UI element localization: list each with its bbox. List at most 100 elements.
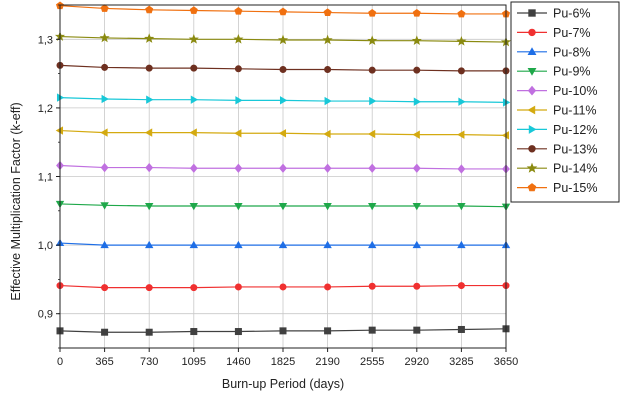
data-point bbox=[100, 202, 109, 210]
series-pu-7- bbox=[56, 282, 510, 292]
legend-label: Pu-15% bbox=[553, 181, 597, 195]
grid bbox=[59, 5, 507, 348]
data-point bbox=[457, 282, 465, 290]
data-point bbox=[145, 5, 154, 14]
y-tick-label: 1,2 bbox=[38, 103, 53, 115]
legend-item: Pu-7% bbox=[517, 26, 591, 40]
series-pu-12- bbox=[56, 93, 511, 107]
data-point bbox=[279, 65, 287, 73]
data-point bbox=[412, 130, 420, 139]
data-point bbox=[279, 96, 288, 105]
legend-marker bbox=[527, 105, 536, 115]
data-point bbox=[278, 240, 288, 249]
data-point bbox=[100, 162, 109, 173]
legend-marker bbox=[526, 162, 538, 173]
data-point bbox=[413, 97, 422, 106]
data-point bbox=[234, 328, 242, 336]
y-axis-title: Effective Multiplication Factor (k-eff) bbox=[9, 102, 23, 300]
data-point bbox=[234, 129, 242, 138]
x-axis: 0 365 730 1095 1460 1825 2190 2555 2920 3285 3650 bbox=[57, 348, 518, 368]
legend-marker bbox=[528, 124, 537, 134]
legend-marker bbox=[527, 47, 537, 55]
data-point bbox=[456, 36, 467, 46]
legend-label: Pu-11% bbox=[553, 104, 597, 118]
data-point bbox=[324, 283, 332, 291]
series-pu-8- bbox=[55, 238, 511, 249]
data-point bbox=[100, 240, 109, 249]
data-point bbox=[190, 328, 198, 336]
data-point bbox=[368, 240, 377, 249]
data-point bbox=[145, 162, 154, 173]
data-point bbox=[278, 202, 288, 211]
data-point bbox=[412, 202, 421, 211]
x-tick-label: 1460 bbox=[226, 356, 250, 368]
x-tick-label: 0 bbox=[57, 356, 63, 368]
data-point bbox=[188, 33, 199, 44]
legend-marker bbox=[527, 68, 537, 76]
data-point bbox=[279, 283, 287, 291]
data-point bbox=[457, 164, 466, 174]
data-point bbox=[277, 34, 289, 45]
data-point bbox=[457, 67, 465, 75]
data-point bbox=[324, 96, 332, 106]
data-point bbox=[279, 163, 287, 173]
data-point bbox=[323, 8, 332, 16]
series-pu-11- bbox=[55, 126, 510, 140]
series-layer bbox=[54, 1, 512, 336]
data-point bbox=[189, 163, 198, 173]
legend-item: Pu-12% bbox=[517, 123, 597, 137]
data-point bbox=[413, 326, 421, 334]
legend-marker bbox=[528, 28, 536, 37]
data-point bbox=[101, 63, 109, 71]
data-point bbox=[100, 4, 109, 12]
legend-label: Pu-8% bbox=[553, 45, 591, 59]
y-tick-label: 1,1 bbox=[38, 172, 53, 184]
data-point bbox=[368, 163, 377, 173]
data-point bbox=[99, 32, 110, 43]
series-pu-15- bbox=[55, 1, 511, 18]
data-point bbox=[457, 130, 465, 139]
legend: Pu-6% Pu-7% Pu-8% Pu-9% Pu-10% Pu-11% Pu-12% Pu… bbox=[510, 1, 620, 203]
legend-item: Pu-6% bbox=[517, 7, 591, 21]
data-point bbox=[278, 7, 288, 16]
legend-item: Pu-13% bbox=[517, 142, 597, 156]
data-point bbox=[324, 327, 332, 335]
data-point bbox=[368, 282, 376, 290]
data-point bbox=[322, 34, 333, 45]
data-point bbox=[412, 163, 421, 173]
data-point bbox=[189, 6, 198, 14]
data-point bbox=[367, 129, 376, 139]
legend-item: Pu-14% bbox=[517, 162, 597, 176]
legend-label: Pu-7% bbox=[553, 26, 591, 40]
data-point bbox=[368, 9, 377, 17]
data-point bbox=[457, 240, 466, 249]
data-point bbox=[413, 282, 421, 290]
data-point bbox=[367, 35, 378, 45]
data-point bbox=[190, 64, 198, 72]
legend-label: Pu-14% bbox=[553, 162, 597, 176]
data-point bbox=[145, 328, 153, 336]
legend-label: Pu-12% bbox=[553, 123, 597, 137]
data-point bbox=[145, 64, 153, 72]
data-point bbox=[146, 95, 154, 104]
data-point bbox=[100, 128, 108, 137]
data-point bbox=[190, 284, 198, 292]
data-point bbox=[144, 33, 155, 43]
data-point bbox=[368, 202, 377, 211]
data-point bbox=[101, 284, 109, 292]
x-axis-title: Burn-up Period (days) bbox=[222, 377, 344, 391]
data-point bbox=[235, 96, 243, 105]
data-point bbox=[368, 66, 376, 74]
data-point bbox=[458, 97, 466, 106]
data-point bbox=[411, 35, 422, 45]
legend-marker bbox=[528, 145, 536, 153]
data-point bbox=[189, 240, 198, 249]
y-axis: 0,9 1,0 1,1 1,2 1,3 bbox=[38, 4, 60, 349]
data-point bbox=[189, 202, 198, 211]
x-tick-label: 2920 bbox=[405, 356, 429, 368]
data-point bbox=[234, 202, 243, 211]
x-tick-label: 1095 bbox=[182, 356, 206, 368]
x-tick-label: 2190 bbox=[315, 356, 339, 368]
legend-label: Pu-6% bbox=[553, 7, 591, 21]
